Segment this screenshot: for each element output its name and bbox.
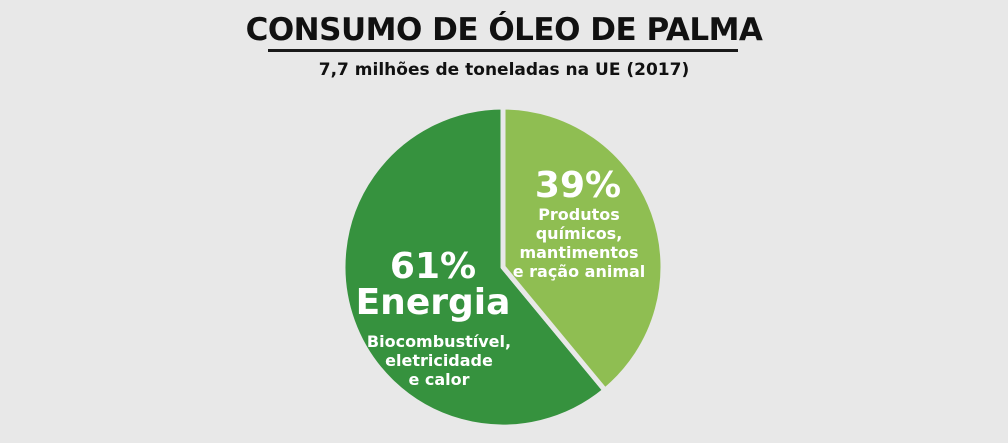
slice-percent-energia: 61% (389, 246, 477, 287)
chart-subtitle: 7,7 milhões de toneladas na UE (2017) (318, 60, 690, 80)
slice-description-line: Biocombustível, (366, 332, 512, 351)
title-underline (268, 49, 738, 52)
chart-title: CONSUMO DE ÓLEO DE PALMA (245, 12, 763, 48)
slice-description-energia: Biocombustível, eletricidade e calor (364, 332, 514, 389)
slice-description-line: mantimentos (519, 243, 639, 262)
slice-description-line: e calor (408, 370, 470, 389)
pie-slice-produtos (500, 104, 666, 393)
pie-slice-energia (340, 104, 608, 430)
slice-name-energia: Energia (355, 282, 511, 323)
slice-description-line: Produtos (538, 205, 620, 224)
slice-percent-produtos: 39% (534, 165, 622, 206)
slice-description-produtos: Produtos químicos, mantimentos e ração a… (504, 205, 654, 281)
slice-description-line: químicos, (535, 224, 623, 243)
slice-description-line: e ração animal (512, 262, 646, 281)
slice-description-line: eletricidade (385, 351, 493, 370)
